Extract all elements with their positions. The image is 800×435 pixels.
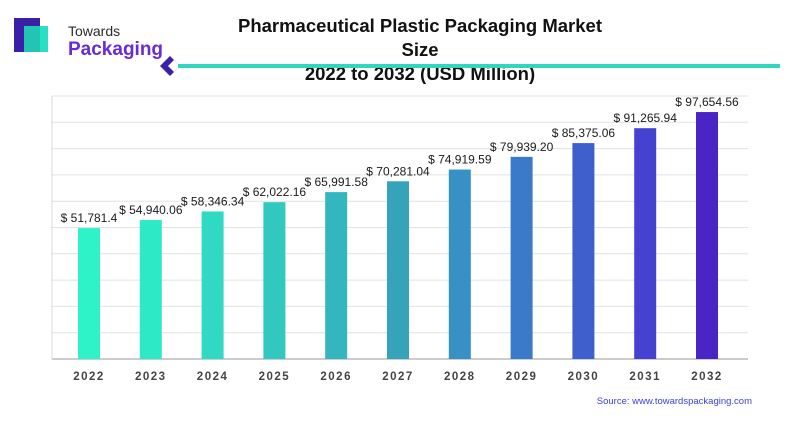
bar-2026 (325, 192, 348, 359)
title-divider (160, 56, 780, 76)
bar-2028 (448, 169, 471, 359)
value-label-2023: $ 54,940.06 (119, 203, 183, 217)
value-label-2027: $ 70,281.04 (366, 164, 430, 178)
divider-line (178, 64, 780, 68)
chart-value-labels: $ 51,781.4$ 54,940.06$ 58,346.34$ 62,022… (61, 95, 739, 225)
chart-bars (78, 112, 718, 360)
x-tick-2024: 2024 (197, 371, 229, 383)
value-label-2030: $ 85,375.06 (552, 126, 616, 140)
x-tick-2032: 2032 (691, 371, 723, 383)
x-tick-2022: 2022 (73, 371, 105, 383)
x-tick-2030: 2030 (568, 371, 600, 383)
source-note: Source: www.towardspackaging.com (596, 396, 752, 407)
value-label-2026: $ 65,991.58 (304, 175, 368, 189)
x-tick-2027: 2027 (382, 371, 414, 383)
value-label-2022: $ 51,781.4 (61, 211, 118, 225)
x-tick-2031: 2031 (629, 371, 661, 383)
x-tick-2023: 2023 (135, 371, 167, 383)
brand-line1: Towards (68, 23, 121, 39)
bar-2031 (634, 128, 657, 359)
x-tick-2025: 2025 (259, 371, 291, 383)
chart-title-line2: 2022 to 2032 (USD Million) (304, 63, 536, 84)
bar-2029 (510, 156, 533, 359)
chart-x-ticks: 2022 2023 2024 2025 2026 2027 2028 2029 2030 2031… (73, 371, 723, 383)
bar-2024 (201, 211, 224, 359)
value-label-2024: $ 58,346.34 (181, 194, 245, 208)
bar-2032 (696, 112, 718, 360)
value-label-2031: $ 91,265.94 (613, 111, 677, 125)
x-tick-2026: 2026 (320, 371, 352, 383)
chart-title: Pharmaceutical Plastic Packaging Market … (230, 14, 610, 86)
value-label-2025: $ 62,022.16 (243, 185, 307, 199)
bar-2022 (78, 228, 100, 359)
bar-2023 (139, 220, 162, 359)
x-tick-2028: 2028 (444, 371, 476, 383)
bar-2025 (263, 202, 286, 359)
value-label-2029: $ 79,939.20 (490, 140, 554, 154)
value-label-2032: $ 97,654.56 (675, 95, 739, 109)
brand-logo: Towards Packaging (10, 14, 164, 60)
brand-line2: Packaging (68, 39, 164, 60)
chart-title-line1: Pharmaceutical Plastic Packaging Market … (237, 15, 602, 60)
logo-icon (14, 18, 48, 52)
x-tick-2029: 2029 (506, 371, 538, 383)
value-label-2028: $ 74,919.59 (428, 153, 492, 167)
bar-2030 (572, 143, 595, 359)
bar-2027 (387, 181, 409, 359)
